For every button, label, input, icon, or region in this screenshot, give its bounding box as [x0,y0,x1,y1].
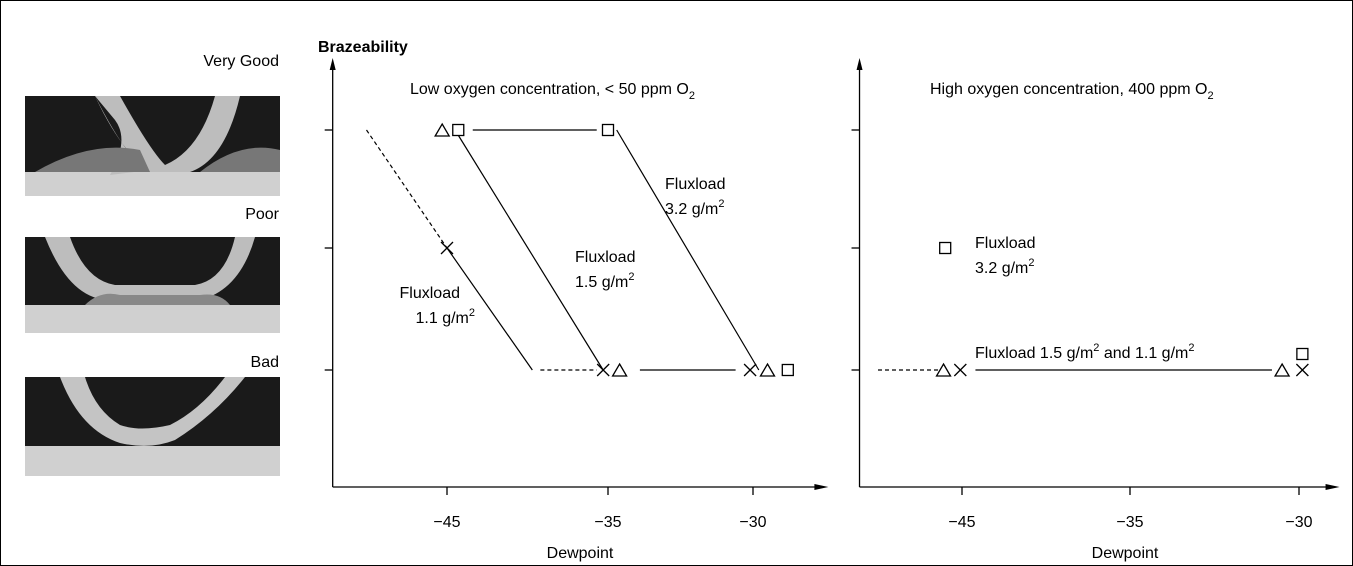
photo-fillet [85,293,230,305]
annotation: Low oxygen concentration, < 50 ppm O2 [410,81,695,102]
annotation-part: 1.5 g/m [575,274,628,291]
photo-base [25,305,280,333]
triangle-marker [759,362,776,377]
level-label: Poor [245,206,279,223]
annotation: 3.2 g/m2 [665,198,724,218]
annotation-part: 2 [1208,90,1214,102]
x-axis-label: Dewpoint [1092,545,1159,562]
triangle-marker [935,362,952,377]
y-axis-arrow [856,58,863,70]
cross-marker [596,363,610,377]
x-tick-label: −35 [594,514,621,531]
annotation-part: High oxygen concentration, 400 ppm O [930,81,1208,98]
connector [454,129,604,371]
annotation: High oxygen concentration, 400 ppm O2 [930,81,1214,102]
annotation-part: and 1.1 g/m [1099,345,1188,362]
connector [446,247,533,371]
annotation-part: 2 [1093,342,1099,354]
photo-base [25,172,280,196]
annotation: Fluxload [400,285,460,302]
connector [366,129,448,249]
triangle-marker [611,362,628,377]
photo-fillet [35,147,280,172]
annotation-part: 1.1 g/m [416,310,469,327]
square-marker [781,363,794,377]
annotation: 1.1 g/m2 [416,307,475,327]
annotation: Fluxload 1.5 g/m2 and 1.1 g/m2 [975,342,1194,362]
photo-tube [95,96,240,175]
annotation-part: Fluxload [975,235,1035,252]
photo-tube [45,237,255,300]
cross-marker [743,363,757,377]
triangle-marker [1273,362,1291,377]
level-label: Bad [251,354,279,371]
cross-marker [953,363,967,377]
annotation-part: Fluxload 1.5 g/m [975,345,1093,362]
x-tick-label: −30 [739,514,766,531]
x-tick-label: −45 [433,514,460,531]
connector [616,129,760,371]
annotation-part: Low oxygen concentration, < 50 ppm O [410,81,689,98]
annotation-part: 2 [689,90,695,102]
annotation-part: Fluxload [400,285,460,302]
annotation-part: Fluxload [575,249,635,266]
level-label: Very Good [203,53,279,70]
annotation: 3.2 g/m2 [975,257,1034,277]
annotation: Fluxload [665,176,725,193]
annotation-part: 2 [628,271,634,283]
y-axis-label: Brazeability [318,39,408,56]
square-marker [452,123,465,137]
cross-marker [1295,363,1309,377]
photo-base [25,446,280,476]
square-marker [601,123,615,137]
y-axis-arrow [329,58,336,70]
square-marker [1296,347,1309,361]
annotation: Fluxload [575,249,635,266]
annotation-part: 3.2 g/m [665,201,718,218]
triangle-marker [434,122,451,137]
annotation-part: Fluxload [665,176,725,193]
annotation-part: 2 [1028,257,1034,269]
square-marker [939,241,952,255]
annotation-part: 3.2 g/m [975,260,1028,277]
x-tick-label: −35 [1116,514,1143,531]
x-tick-label: −30 [1285,514,1312,531]
micrographs [25,96,280,476]
x-axis-arrow [814,484,829,490]
cross-marker [440,241,454,255]
annotation: 1.5 g/m2 [575,271,634,291]
photo-tube [60,377,245,446]
x-tick-label: −45 [948,514,975,531]
annotation: Fluxload [975,235,1035,252]
annotation-part: 2 [718,198,724,210]
x-axis-arrow [1325,484,1340,490]
annotation-part: 2 [1188,342,1194,354]
x-axis-label: Dewpoint [547,545,614,562]
annotation-part: 2 [469,307,475,319]
